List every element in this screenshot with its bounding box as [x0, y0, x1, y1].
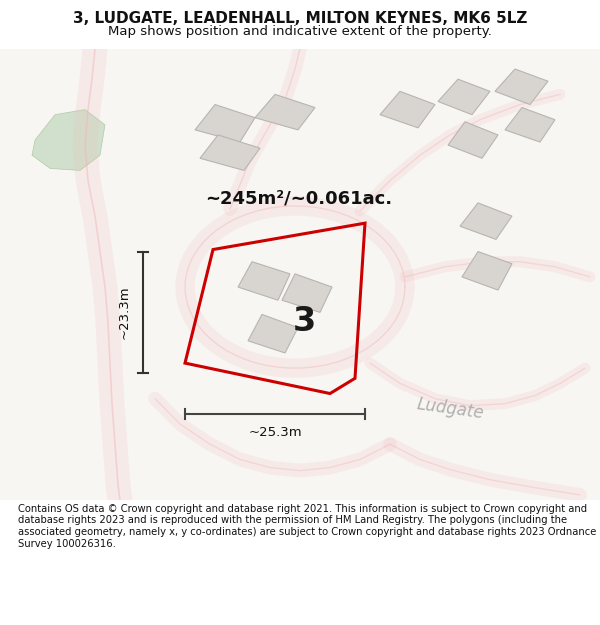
Text: 3: 3: [293, 305, 316, 338]
Polygon shape: [32, 109, 105, 171]
Polygon shape: [462, 251, 512, 290]
Text: Contains OS data © Crown copyright and database right 2021. This information is : Contains OS data © Crown copyright and d…: [18, 504, 596, 549]
Polygon shape: [460, 203, 512, 239]
Text: Map shows position and indicative extent of the property.: Map shows position and indicative extent…: [108, 25, 492, 38]
Text: ~25.3m: ~25.3m: [248, 426, 302, 439]
Polygon shape: [238, 262, 290, 300]
Polygon shape: [495, 69, 548, 104]
Polygon shape: [195, 104, 255, 142]
Polygon shape: [248, 314, 298, 353]
Polygon shape: [438, 79, 490, 114]
Text: Ludgate: Ludgate: [415, 395, 485, 422]
Polygon shape: [448, 122, 498, 158]
Text: ~23.3m: ~23.3m: [118, 286, 131, 339]
Text: 3, LUDGATE, LEADENHALL, MILTON KEYNES, MK6 5LZ: 3, LUDGATE, LEADENHALL, MILTON KEYNES, M…: [73, 11, 527, 26]
Text: ~245m²/~0.061ac.: ~245m²/~0.061ac.: [205, 190, 392, 208]
Polygon shape: [200, 135, 260, 171]
Polygon shape: [505, 107, 555, 142]
Polygon shape: [255, 94, 315, 130]
Polygon shape: [282, 274, 332, 312]
Polygon shape: [380, 91, 435, 128]
